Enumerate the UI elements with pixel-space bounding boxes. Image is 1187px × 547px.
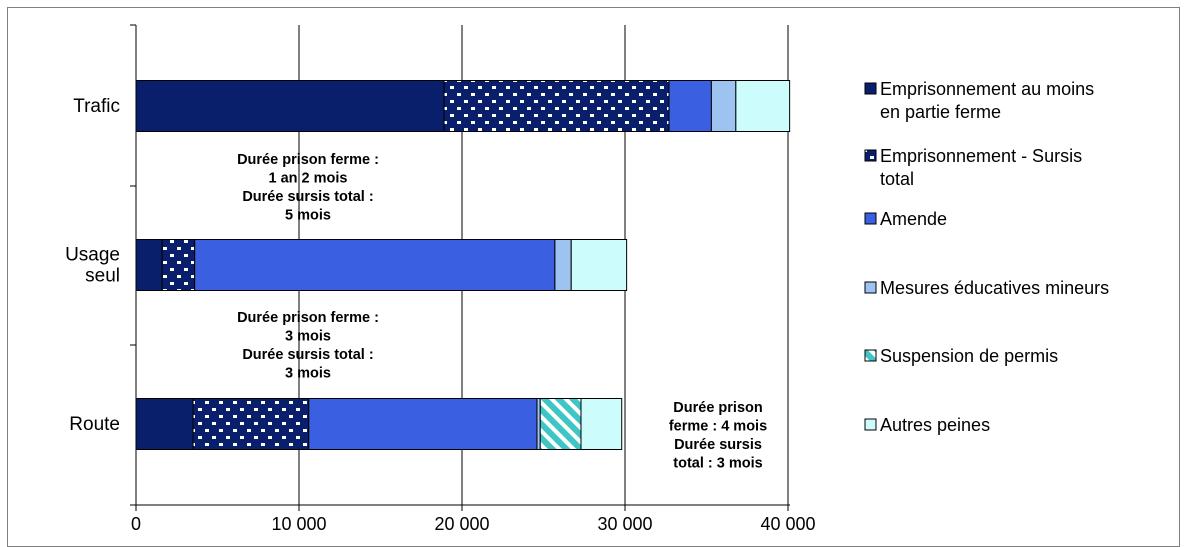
x-tick-label: 10 000 — [271, 514, 326, 534]
bar-segment — [192, 398, 310, 450]
legend-label: total — [880, 169, 914, 189]
annotation-line: Durée sursis — [674, 437, 762, 453]
annotation-line: Durée sursis total : — [242, 189, 373, 205]
bar-segment — [710, 80, 737, 132]
bar-segment — [735, 80, 791, 132]
x-tick-label: 0 — [131, 514, 141, 534]
x-tick-label: 20 000 — [434, 514, 489, 534]
annotation-line: Durée prison — [673, 400, 762, 416]
bar-segment — [539, 398, 582, 450]
bar-segment — [554, 239, 572, 291]
bar-segment — [308, 398, 538, 450]
bar-segment — [135, 398, 194, 450]
x-tick-label: 40 000 — [760, 514, 815, 534]
annotation-line: 3 mois — [285, 329, 331, 345]
legend-swatch — [864, 418, 877, 431]
bars — [135, 80, 791, 450]
legend-swatch — [864, 212, 877, 225]
annotation-line: Durée sursis total : — [242, 347, 373, 363]
annotation-line: ferme : 4 mois — [669, 419, 767, 435]
legend-swatch — [864, 82, 877, 95]
annotation-line: total : 3 mois — [673, 456, 762, 472]
annotation-line: 1 an 2 mois — [269, 171, 348, 187]
legend-label: Mesures éducatives mineurs — [880, 278, 1109, 298]
legend-label: Emprisonnement - Sursis — [880, 146, 1082, 166]
bar-segment — [161, 239, 196, 291]
category-label: Usage — [65, 245, 120, 266]
legend-label: Autres peines — [880, 415, 990, 435]
category-label: Trafic — [73, 96, 120, 117]
category-label: Route — [69, 414, 120, 435]
legend-label: en partie ferme — [880, 102, 1001, 122]
category-label: seul — [85, 266, 120, 287]
legend-swatch — [864, 281, 877, 294]
x-tick-labels: 0 10 000 20 000 30 000 40 000 — [131, 514, 816, 534]
annotation-line: Durée prison ferme : — [237, 310, 379, 326]
annotations: Durée prison ferme : 1 an 2 mois Durée sur… — [237, 152, 767, 472]
legend-swatch — [864, 149, 877, 162]
legend-swatch — [864, 349, 877, 362]
legend: Emprisonnement au moins en partie ferme Em… — [864, 79, 1109, 435]
bar-segment — [135, 80, 445, 132]
bar-segment — [668, 80, 712, 132]
bar-segment — [194, 239, 556, 291]
annotation-line: 3 mois — [285, 366, 331, 382]
annotation-line: 5 mois — [285, 208, 331, 224]
legend-label: Emprisonnement au moins — [880, 79, 1094, 99]
legend-label: Amende — [880, 209, 947, 229]
bar-segment — [135, 239, 163, 291]
annotation-line: Durée prison ferme : — [237, 152, 379, 168]
bar-segment — [443, 80, 670, 132]
legend-label: Suspension de permis — [880, 346, 1058, 366]
bar-segment — [580, 398, 623, 450]
x-tick-label: 30 000 — [597, 514, 652, 534]
bar-segment — [570, 239, 628, 291]
